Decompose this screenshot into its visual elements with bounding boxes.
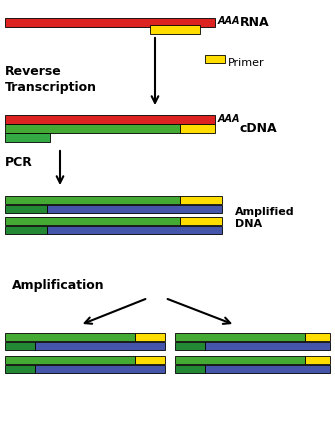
Bar <box>205 342 330 350</box>
Bar <box>205 55 225 63</box>
Bar <box>175 342 205 350</box>
Bar <box>5 356 135 364</box>
Bar <box>150 25 200 34</box>
Text: cDNA: cDNA <box>240 122 278 134</box>
Bar <box>175 356 305 364</box>
Bar <box>135 356 165 364</box>
Bar <box>35 365 165 373</box>
Bar <box>5 115 215 124</box>
Text: Amplified
DNA: Amplified DNA <box>235 207 294 229</box>
Bar <box>47 226 222 234</box>
Bar <box>305 333 330 341</box>
Bar <box>5 196 180 204</box>
Bar <box>5 18 215 27</box>
Bar <box>5 333 135 341</box>
Bar <box>180 196 222 204</box>
Text: Reverse
Transcription: Reverse Transcription <box>5 65 97 94</box>
Bar <box>47 205 222 213</box>
Bar <box>175 365 205 373</box>
Bar <box>5 205 47 213</box>
Bar <box>35 342 165 350</box>
Bar <box>5 124 180 133</box>
Text: AAA: AAA <box>218 114 241 124</box>
Bar <box>175 333 305 341</box>
Bar <box>5 226 47 234</box>
Bar <box>5 365 35 373</box>
Bar <box>305 356 330 364</box>
Text: RNA: RNA <box>240 16 270 28</box>
Text: AAA: AAA <box>218 17 241 26</box>
Bar <box>5 342 35 350</box>
Bar <box>180 217 222 225</box>
Bar <box>135 333 165 341</box>
Text: Amplification: Amplification <box>12 279 105 292</box>
Bar <box>180 124 215 133</box>
Bar <box>5 133 50 142</box>
Text: Primer: Primer <box>228 58 265 68</box>
Text: PCR: PCR <box>5 156 33 170</box>
Bar <box>205 365 330 373</box>
Bar <box>5 217 180 225</box>
